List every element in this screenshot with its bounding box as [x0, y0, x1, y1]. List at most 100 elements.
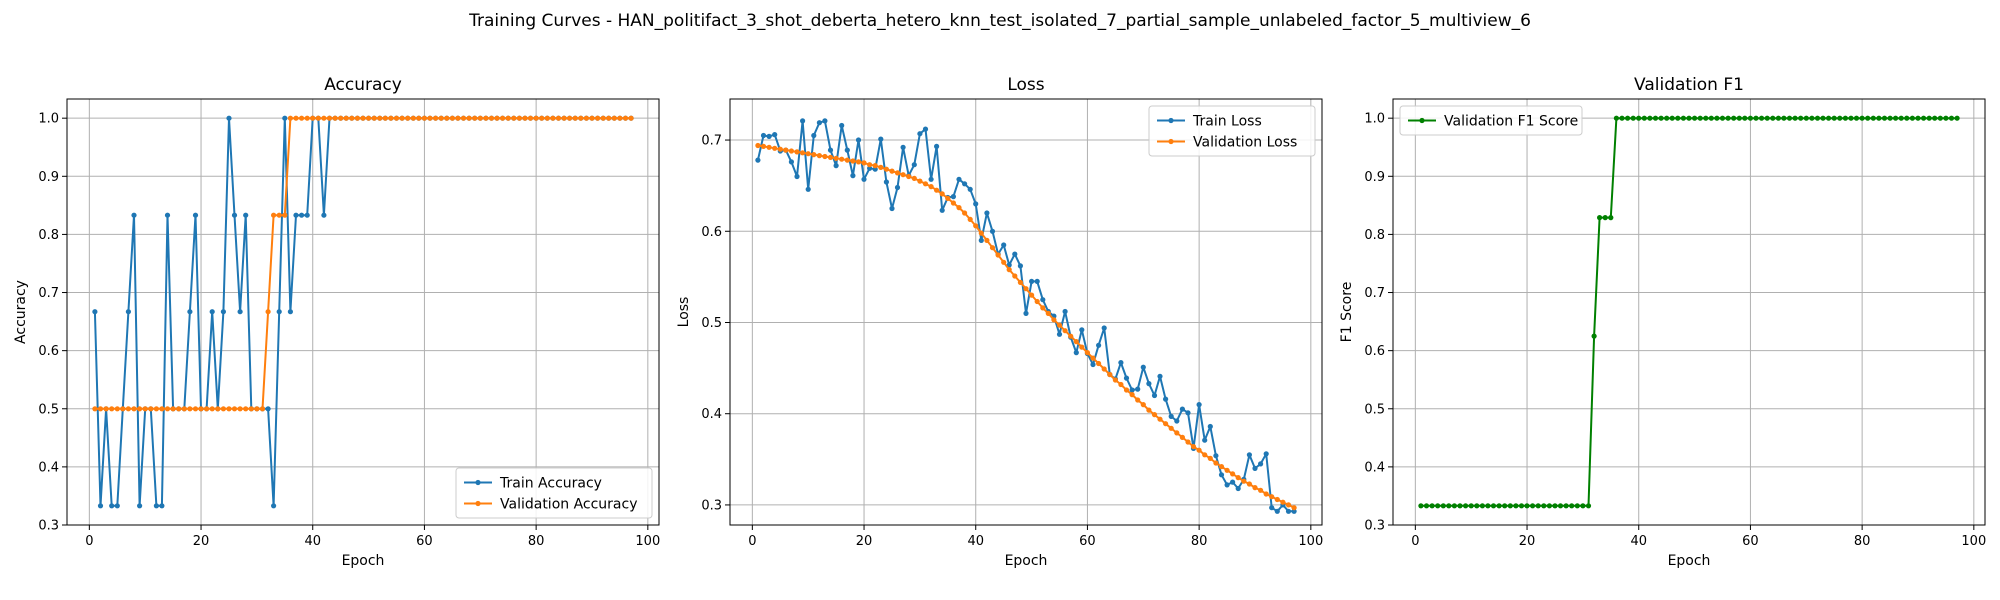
- data-point: [187, 309, 193, 315]
- x-tick-label: 20: [856, 534, 873, 549]
- x-tick-label: 80: [1854, 534, 1871, 549]
- data-point: [827, 154, 834, 160]
- data-point: [1112, 377, 1118, 383]
- data-point: [1675, 115, 1681, 121]
- data-point: [299, 212, 305, 218]
- data-point: [321, 115, 327, 121]
- data-point: [1630, 115, 1636, 121]
- data-point: [516, 115, 523, 121]
- data-point: [811, 152, 817, 158]
- data-point: [522, 115, 528, 121]
- data-point: [989, 245, 996, 251]
- data-point: [276, 309, 282, 315]
- data-point: [1017, 279, 1024, 285]
- data-point: [321, 212, 327, 218]
- data-point: [282, 212, 288, 218]
- data-point: [1235, 475, 1241, 481]
- data-point: [1157, 416, 1163, 422]
- y-tick-label: 0.4: [1364, 460, 1385, 475]
- axes-frame: [1392, 98, 1986, 526]
- data-point: [1479, 503, 1485, 509]
- data-point: [962, 210, 968, 216]
- data-point: [1068, 333, 1074, 339]
- data-point: [477, 115, 483, 121]
- data-point: [583, 115, 590, 121]
- data-point: [377, 115, 383, 121]
- data-point: [894, 170, 901, 176]
- data-point: [237, 309, 243, 315]
- y-axis-label: Accuracy: [13, 280, 29, 344]
- data-point: [248, 406, 254, 412]
- data-point: [354, 115, 360, 121]
- chart-title: Loss: [1007, 75, 1044, 95]
- data-point: [293, 115, 299, 121]
- data-point: [243, 212, 249, 218]
- data-point: [1056, 322, 1063, 328]
- data-point: [1563, 503, 1569, 509]
- y-tick-label: 1.0: [38, 112, 59, 127]
- data-point: [861, 160, 867, 166]
- data-point: [1073, 339, 1079, 345]
- data-point: [1062, 328, 1068, 334]
- y-tick-label: 0.3: [701, 498, 722, 513]
- legend-swatch-marker: [475, 479, 481, 486]
- data-point: [209, 309, 215, 315]
- data-point: [611, 115, 617, 121]
- data-point: [861, 176, 867, 182]
- data-point: [1474, 503, 1480, 509]
- data-point: [1546, 503, 1552, 509]
- data-point: [1446, 503, 1452, 509]
- data-point: [1045, 310, 1051, 316]
- data-point: [1692, 115, 1698, 121]
- data-point: [973, 223, 979, 229]
- data-point: [1636, 115, 1642, 121]
- data-point: [1585, 503, 1592, 509]
- data-point: [215, 406, 221, 412]
- y-tick-label: 0.5: [701, 316, 722, 331]
- data-point: [822, 118, 828, 124]
- data-point: [833, 163, 839, 169]
- data-point: [928, 176, 934, 182]
- data-point: [1135, 397, 1141, 403]
- data-point: [1736, 115, 1742, 121]
- data-point: [544, 115, 550, 121]
- data-point: [945, 195, 951, 201]
- data-point: [1725, 115, 1731, 121]
- data-point: [304, 212, 310, 218]
- data-point: [917, 178, 923, 184]
- x-tick-label: 20: [193, 534, 210, 549]
- legend: Validation F1 Score: [1399, 105, 1583, 136]
- data-point: [1753, 115, 1759, 121]
- data-point: [1775, 115, 1781, 121]
- data-point: [1703, 115, 1709, 121]
- data-point: [1530, 503, 1536, 509]
- data-point: [1541, 503, 1547, 509]
- legend-swatch-marker: [1419, 117, 1425, 124]
- data-point: [889, 205, 895, 212]
- data-point: [1921, 115, 1927, 121]
- data-point: [109, 503, 115, 509]
- data-point: [550, 115, 556, 121]
- x-tick-label: 40: [967, 534, 984, 549]
- data-point: [1915, 115, 1921, 121]
- data-point: [148, 406, 154, 412]
- data-point: [1023, 310, 1029, 316]
- data-point: [1926, 115, 1932, 121]
- data-point: [1608, 215, 1614, 221]
- data-point: [1174, 430, 1180, 436]
- data-point: [1943, 115, 1949, 121]
- data-point: [349, 115, 355, 121]
- data-point: [416, 115, 422, 121]
- data-point: [1291, 508, 1297, 514]
- data-point: [293, 212, 299, 218]
- data-point: [1524, 503, 1530, 509]
- data-point: [259, 406, 266, 412]
- data-point: [956, 205, 962, 211]
- data-point: [555, 115, 562, 121]
- data-point: [192, 212, 199, 218]
- x-axis-label: Epoch: [1668, 553, 1711, 569]
- data-point: [265, 309, 271, 315]
- data-point: [1090, 361, 1096, 368]
- data-point: [1881, 115, 1888, 121]
- legend-label: Train Loss: [1192, 114, 1262, 130]
